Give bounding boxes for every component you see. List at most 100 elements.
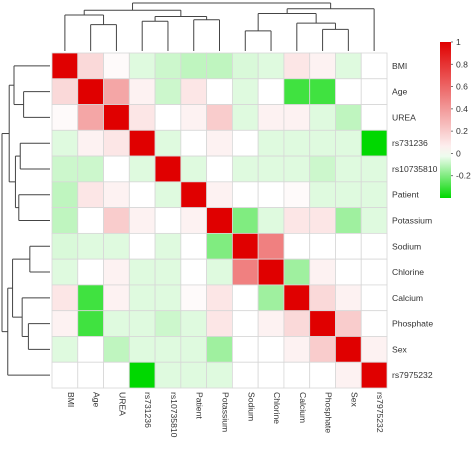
heatmap-cells [51,52,388,389]
heatmap-cell-Calcium-rs7975232 [360,284,388,312]
heatmap-cell-BMI-rs7975232 [360,52,388,80]
heatmap-cell-Phosphate-rs7975232 [360,310,388,337]
col-label-Phosphate: Phosphate [324,392,334,433]
heatmap-cell-Potassium-Patient [180,207,208,234]
heatmap-cell-rs7975232-rs731236 [128,361,156,389]
heatmap-cell-rs731236-Age [77,129,104,157]
heatmap-cell-Potassium-UREA [103,207,130,234]
heatmap-cell-Potassium-Calcium [283,207,311,234]
heatmap-cell-BMI-Calcium [283,52,311,80]
heatmap-cell-rs7975232-Sodium [231,361,259,389]
heatmap-cell-BMI-Patient [180,52,208,80]
heatmap-cell-BMI-Potassium [206,52,233,80]
col-label-rs731236: rs731236 [143,392,153,428]
heatmap-cell-Patient-Calcium [283,181,311,209]
heatmap-cell-Patient-Potassium [206,181,233,209]
heatmap-cell-rs731236-Sex [335,129,362,157]
heatmap-cell-Patient-BMI [51,181,79,209]
heatmap-cell-Chlorine-rs7975232 [360,258,388,286]
heatmap-cell-UREA-Sodium [231,104,259,131]
legend-tick-label: 0.2 [456,126,468,136]
heatmap-cell-rs731236-Calcium [283,129,311,157]
heatmap-cell-Chlorine-Calcium [283,258,311,286]
heatmap-cell-Patient-Chlorine [257,181,285,209]
heatmap-cell-UREA-rs10735810 [154,104,182,131]
heatmap-cell-Sodium-rs7975232 [360,232,388,260]
heatmap-cell-rs10735810-BMI [51,155,79,183]
heatmap-cell-Potassium-Chlorine [257,207,285,234]
heatmap-cell-Phosphate-Patient [180,310,208,337]
heatmap-cell-Phosphate-Chlorine [257,310,285,337]
row-label-Potassium: Potassium [392,216,432,226]
heatmap-cell-rs10735810-Potassium [206,155,233,183]
legend-tick-label: 0 [456,148,461,158]
heatmap-cell-Calcium-rs10735810 [154,284,182,312]
heatmap-cell-rs731236-Sodium [231,129,259,157]
heatmap-cell-Phosphate-Sodium [231,310,259,337]
heatmap-cell-Sodium-UREA [103,232,130,260]
row-label-Sodium: Sodium [392,241,421,251]
heatmap-cell-Sodium-Chlorine [257,232,285,260]
heatmap-cell-rs731236-rs731236 [128,129,156,157]
col-label-rs10735810: rs10735810 [169,392,179,438]
heatmap-cell-rs731236-Chlorine [257,129,285,157]
heatmap-cell-rs10735810-Calcium [283,155,311,183]
heatmap-cell-Chlorine-Phosphate [309,258,336,286]
heatmap-cell-Age-Calcium [283,78,311,105]
heatmap-cell-Sex-Sex [335,336,362,363]
heatmap-cell-rs7975232-rs10735810 [154,361,182,389]
heatmap-cell-Chlorine-Patient [180,258,208,286]
legend-ticks: 1 0.8 0.6 0.4 0.2 0 -0.2 [451,37,471,181]
heatmap-cell-Potassium-rs10735810 [154,207,182,234]
heatmap-cell-Sex-UREA [103,336,130,363]
heatmap-cell-rs10735810-rs7975232 [360,155,388,183]
heatmap-cell-Sex-Age [77,336,104,363]
heatmap-cell-Chlorine-UREA [103,258,130,286]
heatmap-cell-Phosphate-UREA [103,310,130,337]
heatmap-cell-Chlorine-rs10735810 [154,258,182,286]
heatmap-cell-rs7975232-Chlorine [257,361,285,389]
heatmap-cell-Potassium-BMI [51,207,79,234]
heatmap-cell-rs731236-rs10735810 [154,129,182,157]
heatmap-cell-Age-Age [77,78,104,105]
heatmap-cell-UREA-Age [77,104,104,131]
heatmap-cell-rs7975232-rs7975232 [360,361,388,389]
legend-color-bar [440,42,451,198]
heatmap-cell-Phosphate-rs10735810 [154,310,182,337]
col-label-Sex: Sex [349,392,359,408]
heatmap-cell-Age-Patient [180,78,208,105]
heatmap-cell-rs7975232-BMI [51,361,79,389]
row-label-Age: Age [392,87,408,97]
heatmap-cell-Phosphate-Phosphate [309,310,336,337]
heatmap-cell-BMI-rs731236 [128,52,156,80]
heatmap-cell-Chlorine-Age [77,258,104,286]
heatmap-cell-Patient-rs731236 [128,181,156,209]
heatmap-cell-Sodium-rs10735810 [154,232,182,260]
col-label-Sodium: Sodium [246,392,256,421]
heatmap-cell-rs7975232-Phosphate [309,361,336,389]
row-dendrogram [1,65,50,376]
heatmap-cell-Age-Sodium [231,78,259,105]
heatmap-cell-Sex-Phosphate [309,336,336,363]
heatmap-cell-rs7975232-Age [77,361,104,389]
heatmap-cell-Sodium-BMI [51,232,79,260]
heatmap-cell-Age-Potassium [206,78,233,105]
heatmap-cell-Phosphate-Age [77,310,104,337]
heatmap-cell-rs731236-Potassium [206,129,233,157]
heatmap-cell-Chlorine-Potassium [206,258,233,286]
color-legend: 1 0.8 0.6 0.4 0.2 0 -0.2 [440,37,471,198]
row-label-Phosphate: Phosphate [392,319,433,329]
col-label-BMI: BMI [66,392,76,407]
heatmap-cell-Age-rs731236 [128,78,156,105]
heatmap-cell-rs731236-BMI [51,129,79,157]
heatmap-cell-rs731236-UREA [103,129,130,157]
heatmap-cell-Potassium-rs7975232 [360,207,388,234]
heatmap-cell-rs7975232-Sex [335,361,362,389]
heatmap-cell-Patient-Phosphate [309,181,336,209]
heatmap-cell-Calcium-Sodium [231,284,259,312]
heatmap-cell-UREA-UREA [103,104,130,131]
row-label-Chlorine: Chlorine [392,267,424,277]
heatmap-cell-Calcium-BMI [51,284,79,312]
heatmap-cell-UREA-rs731236 [128,104,156,131]
heatmap-cell-Sex-BMI [51,336,79,363]
